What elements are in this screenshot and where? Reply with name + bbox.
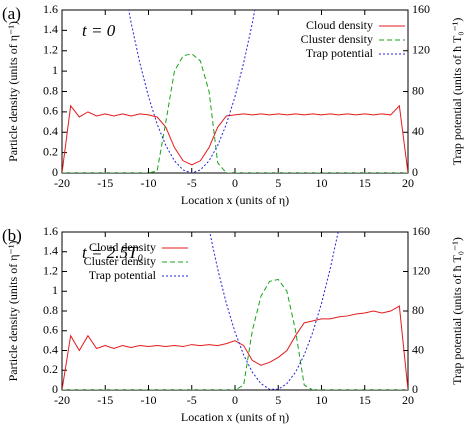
- y2-tick-label: 40: [412, 342, 424, 356]
- x-tick-label: 0: [232, 176, 238, 190]
- y2-axis-label: Trap potential (units of ħ T₀⁻¹): [450, 18, 464, 166]
- x-tick-label: 10: [316, 393, 328, 407]
- y-tick-label: 0: [52, 382, 58, 396]
- x-tick-label: 0: [232, 393, 238, 407]
- x-tick-label: 20: [402, 176, 414, 190]
- y2-tick-label: 160: [412, 224, 430, 238]
- series-line: [62, 104, 408, 173]
- y-tick-label: 1.4: [43, 244, 58, 258]
- y-tick-label: 0.6: [43, 323, 58, 337]
- y-tick-label: 0.2: [43, 144, 58, 158]
- panel: -20 -15 -10 -5 0 5 10 15 2000.20.40.60.811.21.41…: [2, 224, 464, 424]
- x-tick-label: -15: [97, 176, 113, 190]
- y-tick-label: 0.8: [43, 303, 58, 317]
- x-tick-label: 5: [275, 176, 281, 190]
- y-tick-label: 0: [52, 165, 58, 179]
- annotation: t = 0: [82, 21, 116, 40]
- y-tick-label: 0.4: [43, 342, 58, 356]
- x-tick-label: -15: [97, 393, 113, 407]
- x-tick-label: 5: [275, 393, 281, 407]
- x-tick-label: 20: [402, 393, 414, 407]
- series-line: [209, 232, 339, 390]
- x-tick-label: 15: [359, 176, 371, 190]
- panel-label: (b): [2, 226, 22, 245]
- y-tick-label: 1.2: [43, 43, 58, 57]
- y2-axis-label: Trap potential (units of ħ T₀⁻¹): [450, 237, 464, 385]
- panel-label: (a): [2, 4, 21, 23]
- y2-tick-label: 0: [412, 165, 418, 179]
- series-line: [62, 278, 408, 390]
- y2-tick-label: 160: [412, 2, 430, 16]
- x-axis-label: Location x (units of η): [181, 193, 289, 207]
- legend-label: Cluster density: [84, 254, 156, 268]
- legend-label: Trap potential: [89, 268, 157, 282]
- y2-tick-label: 120: [412, 43, 430, 57]
- y-tick-label: 1.4: [43, 22, 58, 36]
- y2-tick-label: 0: [412, 382, 418, 396]
- x-tick-label: -5: [187, 176, 197, 190]
- y-tick-label: 1: [52, 63, 58, 77]
- legend-label: Trap potential: [306, 46, 374, 60]
- y-axis-label: Particle density (units of η⁻¹): [6, 21, 20, 162]
- y-tick-label: 1.2: [43, 263, 58, 277]
- series-line: [128, 10, 256, 173]
- y2-tick-label: 80: [412, 83, 424, 97]
- x-tick-label: -10: [141, 393, 157, 407]
- y-tick-label: 0.8: [43, 83, 58, 97]
- plot-frame: [61, 9, 409, 174]
- x-tick-label: -10: [141, 176, 157, 190]
- legend-label: Cloud density: [89, 240, 156, 254]
- y-tick-label: 1.6: [43, 2, 58, 16]
- panel: -20 -15 -10 -5 0 5 10 15 2000.20.40.60.811.21.41…: [2, 2, 464, 207]
- y2-tick-label: 120: [412, 263, 430, 277]
- series-line: [62, 53, 408, 173]
- legend-label: Cluster density: [301, 32, 373, 46]
- series-line: [62, 305, 408, 390]
- y-tick-label: 0.2: [43, 362, 58, 376]
- legend-label: Cloud density: [306, 18, 373, 32]
- x-tick-label: -5: [187, 393, 197, 407]
- y-tick-label: 0.4: [43, 124, 58, 138]
- y-tick-label: 1.6: [43, 224, 58, 238]
- x-tick-label: 10: [316, 176, 328, 190]
- y2-tick-label: 80: [412, 303, 424, 317]
- x-tick-label: 15: [359, 393, 371, 407]
- x-tick-label: -20: [54, 176, 70, 190]
- y-axis-label: Particle density (units of η⁻¹): [6, 241, 20, 382]
- x-axis-label: Location x (units of η): [181, 410, 289, 424]
- annotation: t = 2.5T₀: [82, 243, 143, 262]
- x-tick-label: -20: [54, 393, 70, 407]
- y2-tick-label: 40: [412, 124, 424, 138]
- y-tick-label: 1: [52, 283, 58, 297]
- y-tick-label: 0.6: [43, 104, 58, 118]
